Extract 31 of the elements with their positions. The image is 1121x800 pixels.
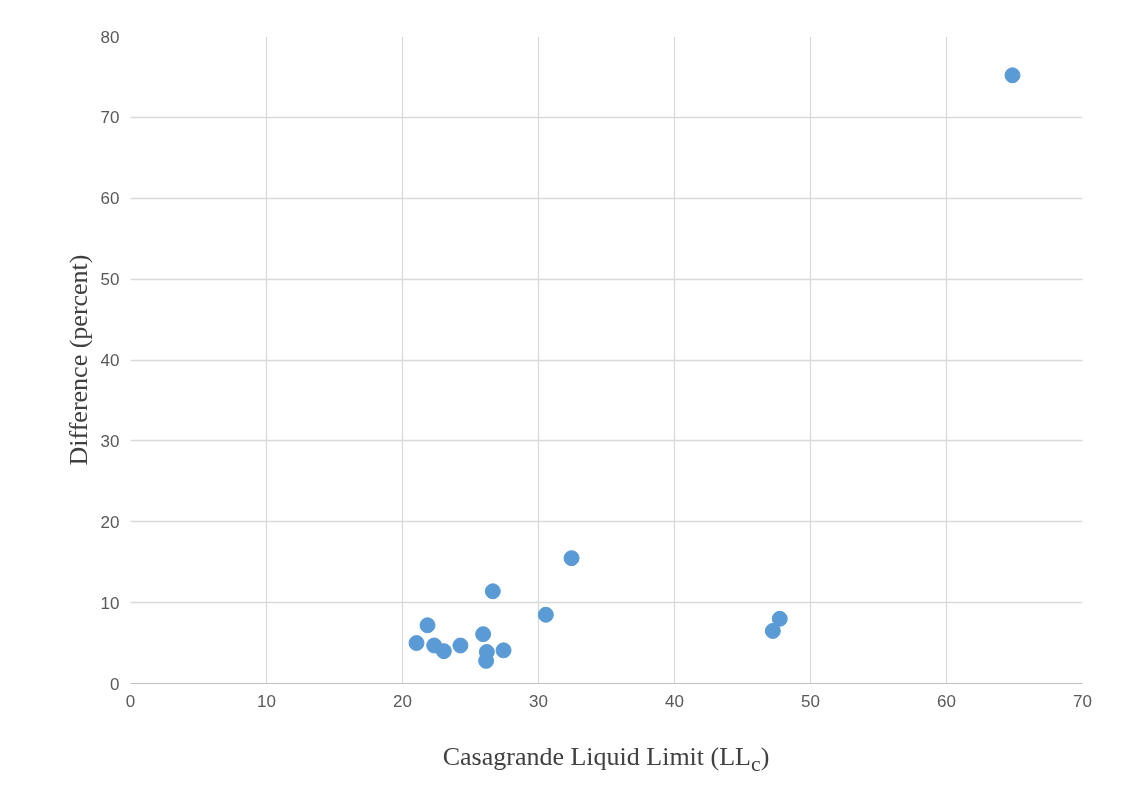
point [452,637,469,654]
x-tick-label: 20 [393,691,412,711]
point [475,626,492,643]
x-tick-label: 60 [937,691,956,711]
y-tick-label: 10 [100,593,120,613]
point [484,583,501,600]
point [771,610,788,627]
point [537,606,554,623]
y-tick-label: 60 [100,189,120,209]
y-axis-title: Difference (percent) [63,254,93,466]
point [563,550,580,567]
point [764,622,781,639]
x-tick-label: 0 [125,691,136,711]
y-tick-label: 20 [100,512,120,532]
point [1004,67,1021,84]
x-axis-title: Casagrande Liquid Limit (LL$_{c}$) [441,741,771,779]
y-tick-label: 30 [100,431,120,451]
x-tick-label: 70 [1073,691,1092,711]
y-tick-label: 70 [100,108,120,128]
y-tick-label: 0 [110,674,120,694]
x-tick-label: 40 [665,691,684,711]
x-tick-label: 10 [257,691,276,711]
y-tick-label: 40 [100,351,120,370]
point [495,642,512,659]
x-tick-label: 50 [801,691,820,711]
point [435,643,452,660]
point [419,617,436,634]
x-tick-label: 30 [529,691,548,711]
point [408,635,425,652]
y-tick-label: 50 [100,270,120,290]
y-tick-label: 80 [100,27,120,47]
